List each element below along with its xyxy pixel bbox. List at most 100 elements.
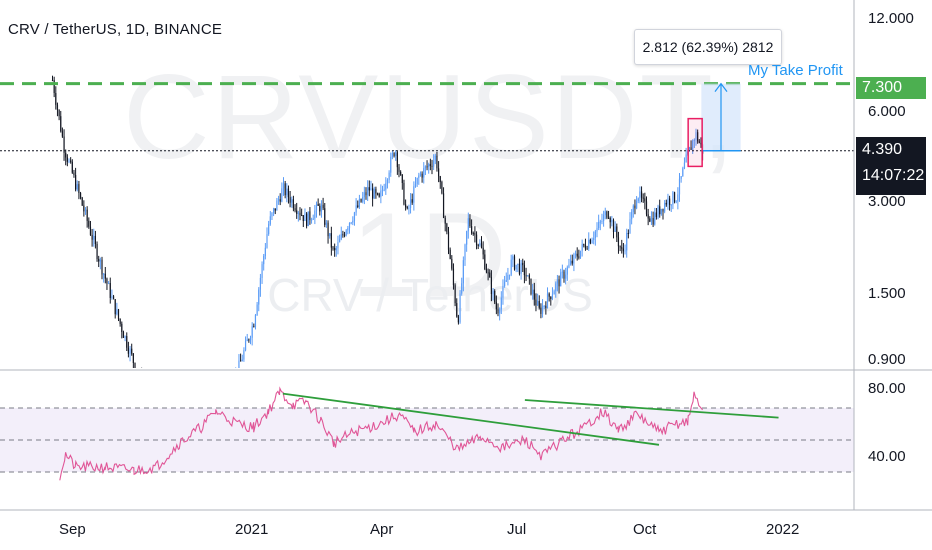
candle-body	[368, 187, 370, 191]
candle-body	[373, 188, 375, 199]
candle-body	[334, 247, 336, 251]
candle-body	[256, 304, 258, 316]
candle-body	[89, 226, 92, 235]
candle-body	[606, 211, 608, 218]
candle-body	[416, 177, 418, 185]
candle-body	[570, 260, 572, 265]
candle-body	[672, 192, 674, 205]
candle-body	[353, 212, 356, 221]
rsi-trendline	[282, 392, 660, 446]
candle-body	[340, 234, 342, 240]
candle-body	[114, 299, 116, 315]
candle-body	[309, 211, 311, 220]
candle-body	[58, 109, 60, 117]
candle-body	[403, 182, 405, 205]
symbol-watermark: CRVUSDT, 1D	[123, 50, 737, 322]
candle-body	[51, 80, 54, 82]
candle-body	[254, 315, 257, 327]
candle-body	[436, 155, 438, 169]
candle-body	[599, 221, 601, 223]
candle-body	[629, 219, 631, 234]
candle-body	[109, 283, 111, 298]
candle-body	[624, 250, 626, 252]
candle-body	[370, 188, 372, 191]
candle-body	[335, 248, 337, 251]
candle-body	[376, 193, 379, 195]
candle-body	[350, 222, 352, 224]
candle-body	[502, 285, 504, 298]
candle-body	[302, 215, 304, 221]
candle-body	[639, 191, 641, 199]
candle-body	[586, 248, 588, 250]
candle-body	[121, 323, 123, 332]
candle-body	[301, 215, 303, 217]
candle-body	[634, 205, 636, 209]
candle-body	[398, 167, 400, 172]
candle-body	[603, 215, 605, 222]
candle-body	[126, 336, 128, 348]
candle-body	[131, 348, 133, 354]
time-tick: Sep	[59, 521, 86, 538]
candle-body	[367, 187, 369, 196]
candle-body	[381, 189, 384, 191]
candle-body	[386, 179, 389, 184]
candle-body	[428, 164, 430, 167]
candle-body	[268, 224, 270, 235]
candle-body	[441, 182, 443, 194]
candle-body	[533, 289, 535, 300]
candle-body	[604, 211, 606, 216]
candle-body	[330, 233, 332, 248]
candle-body	[360, 199, 362, 202]
candle-body	[573, 254, 575, 264]
candle-body	[558, 279, 560, 287]
candle-body	[546, 293, 549, 309]
candle-body	[494, 291, 496, 303]
candle-body	[490, 277, 493, 295]
candle-body	[406, 207, 408, 209]
candle-body	[654, 212, 656, 225]
candle-body	[249, 337, 252, 341]
candle-body	[66, 157, 68, 162]
candle-body	[363, 192, 365, 197]
candle-body	[352, 220, 354, 223]
candle-body	[487, 272, 489, 274]
candle-body	[593, 238, 595, 241]
candle-body	[117, 309, 120, 319]
candle-body	[601, 221, 603, 223]
candle-body	[475, 234, 478, 245]
candle-body	[357, 205, 359, 208]
candle-body	[426, 166, 428, 168]
candle-body	[457, 316, 460, 323]
candle-body	[655, 212, 658, 218]
time-tick: 2021	[235, 521, 269, 538]
candle-body	[525, 275, 527, 277]
candle-body	[86, 209, 88, 221]
time-tick: Jul	[507, 521, 527, 538]
candle-body	[571, 260, 573, 264]
current-price-tag: 4.390 14:07:22	[856, 137, 926, 195]
candle-body	[400, 171, 402, 175]
measure-arrow-head	[714, 82, 728, 92]
candle-body	[358, 199, 361, 208]
candle-body	[497, 309, 499, 314]
candle-body	[294, 208, 296, 211]
candle-body	[616, 226, 618, 238]
candle-body	[466, 231, 468, 245]
candle-body	[414, 184, 417, 187]
candle-body	[677, 194, 679, 202]
candle-body	[122, 331, 125, 338]
candle-body	[119, 318, 121, 324]
candle-body	[296, 210, 298, 214]
candle-body	[271, 212, 273, 217]
candle-body	[76, 184, 78, 190]
candle-body	[611, 219, 613, 223]
candle-body	[485, 269, 488, 273]
candle-body	[532, 289, 534, 295]
candle-body	[700, 142, 702, 145]
candle-body	[274, 208, 276, 211]
candle-body	[662, 208, 664, 212]
candle-body	[320, 204, 323, 212]
candle-body	[667, 198, 669, 205]
candle-body	[70, 160, 72, 162]
